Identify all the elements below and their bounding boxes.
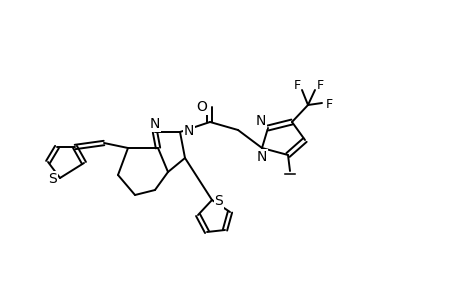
Text: N: N [256, 150, 267, 164]
Text: S: S [49, 172, 57, 186]
Text: N: N [255, 114, 266, 128]
Text: F: F [293, 79, 300, 92]
Text: O: O [196, 100, 207, 114]
Text: F: F [316, 79, 323, 92]
Text: N: N [184, 124, 194, 138]
Text: N: N [150, 117, 160, 131]
Text: S: S [214, 194, 223, 208]
Text: F: F [325, 98, 332, 110]
